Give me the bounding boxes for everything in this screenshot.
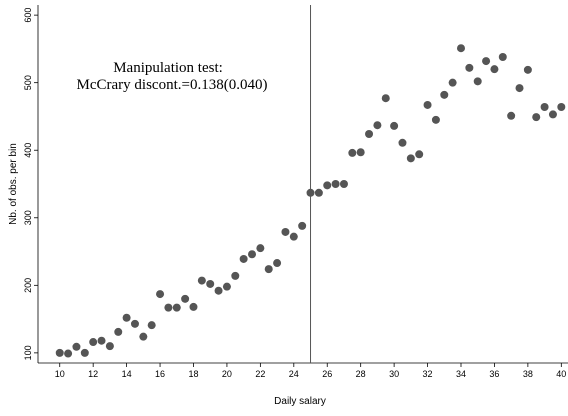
- point: [239, 254, 248, 263]
- point: [356, 148, 365, 157]
- point: [206, 279, 215, 288]
- point: [557, 102, 566, 111]
- point: [97, 336, 106, 345]
- point: [130, 319, 139, 328]
- x-tick-label: 40: [556, 369, 566, 379]
- point: [189, 302, 198, 311]
- point: [89, 338, 98, 347]
- point: [156, 290, 165, 299]
- point: [64, 349, 73, 358]
- point: [214, 286, 223, 295]
- point: [339, 180, 348, 188]
- point: [264, 265, 273, 274]
- annotation: Manipulation test:: [113, 60, 223, 76]
- point: [540, 102, 549, 111]
- point: [298, 221, 307, 230]
- x-tick-label: 30: [389, 369, 399, 379]
- point: [273, 259, 282, 268]
- x-tick-label: 36: [489, 369, 499, 379]
- point: [122, 313, 131, 322]
- point: [523, 65, 532, 74]
- point: [331, 180, 340, 188]
- y-axis-label: Nb. of obs. per bin: [8, 143, 19, 225]
- point: [398, 138, 407, 147]
- point: [80, 348, 89, 357]
- x-tick-label: 14: [122, 369, 132, 379]
- x-tick-label: 22: [255, 369, 265, 379]
- y-tick-label: 500: [23, 75, 33, 90]
- point: [515, 84, 524, 93]
- x-tick-label: 38: [523, 369, 533, 379]
- point: [490, 65, 499, 74]
- point: [406, 154, 415, 163]
- y-tick-label: 600: [23, 8, 33, 23]
- point: [415, 150, 424, 159]
- point: [482, 57, 491, 66]
- x-tick-label: 24: [289, 369, 299, 379]
- point: [456, 44, 465, 53]
- point: [323, 181, 332, 190]
- point: [222, 282, 231, 291]
- x-tick-label: 18: [188, 369, 198, 379]
- point: [465, 63, 474, 72]
- point: [423, 100, 432, 109]
- point: [306, 188, 315, 197]
- point: [448, 78, 457, 87]
- x-tick-label: 12: [88, 369, 98, 379]
- point: [147, 321, 156, 330]
- point: [181, 294, 190, 303]
- y-tick-label: 300: [23, 210, 33, 225]
- y-tick-label: 400: [23, 143, 33, 158]
- point: [381, 94, 390, 103]
- point: [72, 342, 81, 351]
- point: [105, 342, 114, 351]
- point: [431, 115, 440, 124]
- point: [172, 303, 181, 312]
- point: [164, 303, 173, 312]
- y-tick-label: 200: [23, 278, 33, 293]
- x-tick-label: 32: [423, 369, 433, 379]
- x-tick-label: 26: [322, 369, 332, 379]
- point: [440, 90, 449, 99]
- point: [197, 276, 206, 285]
- point: [498, 53, 507, 62]
- point: [281, 227, 290, 236]
- x-tick-label: 16: [155, 369, 165, 379]
- x-tick-label: 10: [55, 369, 65, 379]
- x-tick-label: 20: [222, 369, 232, 379]
- point: [256, 244, 265, 253]
- point: [248, 250, 257, 259]
- point: [231, 271, 240, 280]
- point: [390, 121, 399, 130]
- point: [289, 232, 298, 241]
- x-tick-label: 28: [356, 369, 366, 379]
- point: [314, 188, 323, 197]
- x-axis-label: Daily salary: [274, 396, 326, 407]
- point: [365, 130, 374, 139]
- point: [548, 110, 557, 119]
- y-tick-label: 100: [23, 345, 33, 360]
- x-tick-label: 34: [456, 369, 466, 379]
- point: [348, 148, 357, 157]
- point: [507, 111, 516, 120]
- point: [114, 327, 123, 336]
- annotation: McCrary discont.=0.138(0.040): [77, 77, 268, 93]
- point: [139, 332, 148, 341]
- point: [373, 121, 382, 130]
- point: [532, 113, 541, 122]
- point: [473, 77, 482, 86]
- point: [55, 348, 64, 357]
